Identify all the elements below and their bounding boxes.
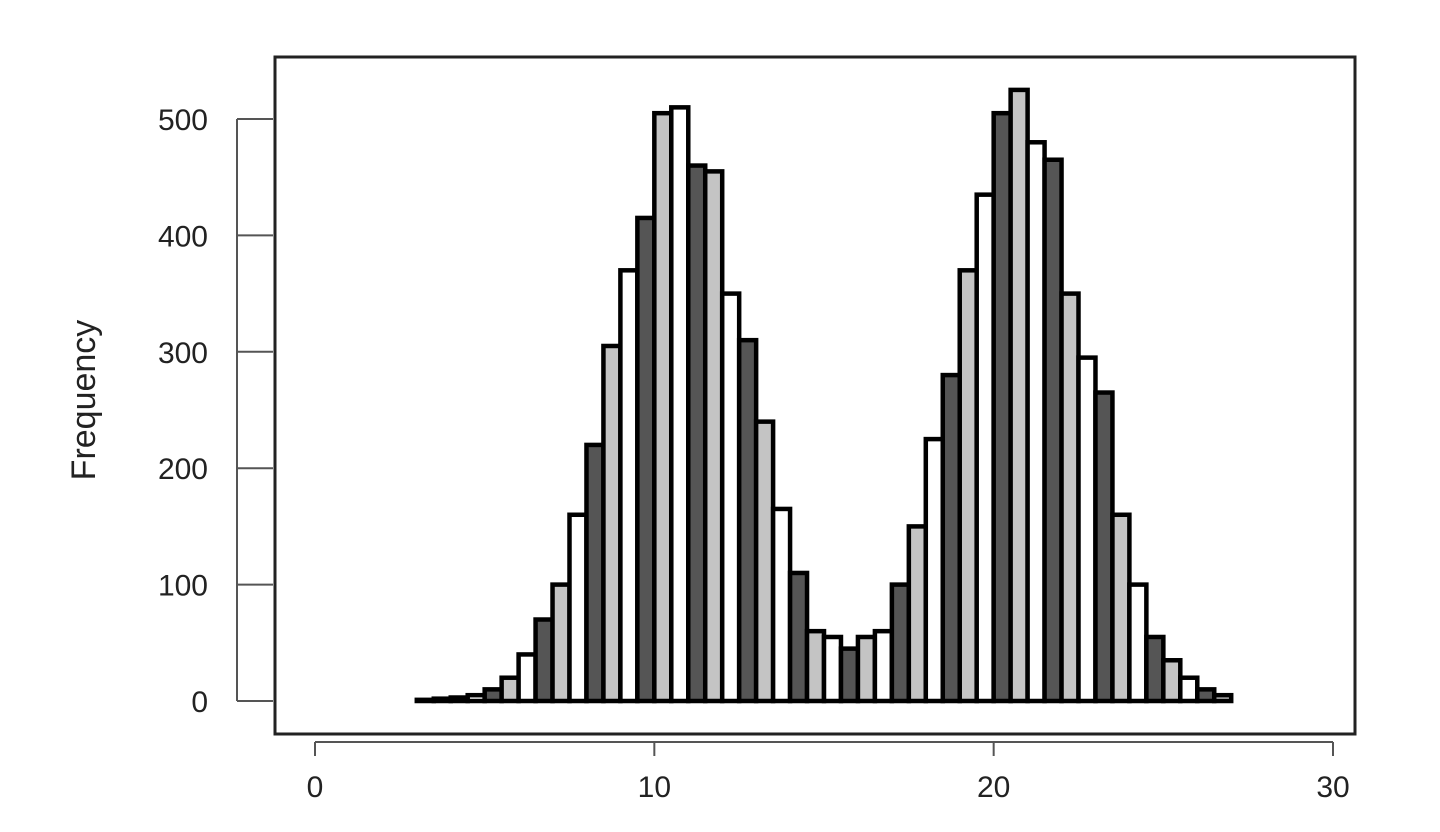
histogram-bar <box>516 652 538 704</box>
x-tick-label: 30 <box>1316 771 1349 804</box>
histogram-bar <box>448 695 470 704</box>
histogram-bar <box>533 617 555 704</box>
histogram-bar <box>1211 692 1234 704</box>
histogram-bar <box>584 442 606 704</box>
histogram-bar <box>702 169 725 704</box>
y-tick-label: 400 <box>158 220 208 253</box>
histogram-bar <box>1076 355 1098 704</box>
histogram-bar <box>1059 291 1081 704</box>
histogram-bar <box>838 646 861 704</box>
histogram-bar <box>1008 87 1030 704</box>
histogram-bar <box>1025 140 1047 704</box>
histogram-bar <box>957 268 979 704</box>
histogram-bar <box>991 110 1013 704</box>
histogram-bar <box>1110 512 1132 704</box>
histogram-bar <box>652 110 674 704</box>
histogram-bar <box>686 163 708 704</box>
y-tick-label: 500 <box>158 104 208 137</box>
histogram-bar <box>770 506 793 704</box>
histogram-bar <box>719 291 742 704</box>
histogram-bar <box>804 628 827 704</box>
histogram-bar <box>787 570 810 704</box>
y-tick-label: 100 <box>158 570 208 603</box>
histogram-bar <box>1127 582 1149 704</box>
histogram-bar <box>1161 658 1183 704</box>
histogram-bar <box>889 582 912 704</box>
histogram-bar <box>1195 687 1217 704</box>
x-tick-label: 20 <box>977 771 1010 804</box>
y-axis: 0 100 200 300 400 500 <box>158 104 273 719</box>
histogram-bar <box>872 628 895 704</box>
histogram-bar <box>431 696 453 704</box>
histogram-bar <box>618 268 640 704</box>
histogram-bar <box>550 582 572 704</box>
y-tick-label: 300 <box>158 337 208 370</box>
histogram-bar <box>821 634 844 704</box>
x-tick-label: 10 <box>638 771 671 804</box>
histogram-bar <box>669 105 691 704</box>
histogram-bar <box>940 372 962 704</box>
x-tick-label: 0 <box>307 771 324 804</box>
y-tick-label: 0 <box>191 686 208 719</box>
histogram-bar <box>482 687 504 704</box>
histogram-bar <box>974 192 996 704</box>
histogram-bar <box>753 419 776 704</box>
histogram-bar <box>567 512 589 704</box>
y-tick-label: 200 <box>158 453 208 486</box>
histogram-bar <box>855 634 878 704</box>
y-axis-title: Frequency <box>65 320 103 481</box>
histogram-bar <box>1144 634 1166 704</box>
x-axis: 0 10 20 30 <box>307 741 1350 804</box>
histogram-bar <box>1093 390 1115 704</box>
histogram-bar <box>1042 157 1064 704</box>
histogram-bar <box>906 524 929 704</box>
histogram-bar <box>736 337 759 704</box>
histogram-bar <box>499 675 521 704</box>
histogram-bar <box>414 697 437 704</box>
bars-group <box>414 87 1234 704</box>
plot-frame <box>273 55 1357 736</box>
histogram-bar <box>923 436 946 704</box>
histogram-bar <box>601 343 623 704</box>
histogram-bar <box>465 692 487 704</box>
histogram-bar <box>635 215 657 704</box>
histogram-bar <box>1178 675 1200 704</box>
